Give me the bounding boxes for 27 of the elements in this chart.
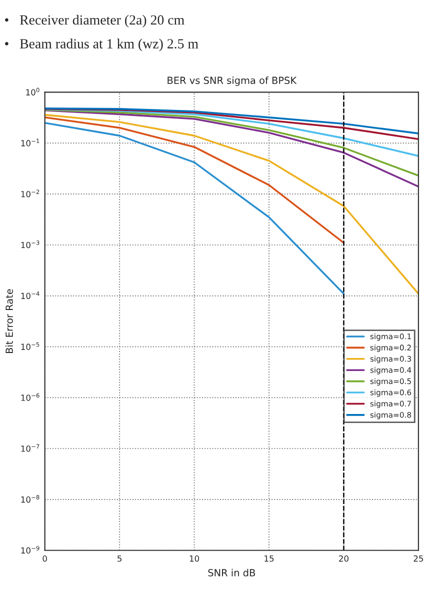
line-series	[44, 108, 418, 157]
text: • Beam radius at 1 km (wz) 2.5 m	[5, 38, 198, 52]
y-tick-label: 10$^{−6}$	[21, 393, 40, 401]
y-tick-label: 10$^{0}$	[26, 88, 40, 96]
y-tick-label: 10$^{−8}$	[21, 495, 40, 503]
x-tick-label: 25	[414, 555, 424, 562]
text: • Receiver diameter (2a) 20 cm	[5, 14, 184, 28]
y-tick-label: 10$^{−5}$	[21, 342, 40, 350]
x-tick-label: 0	[42, 555, 47, 562]
y-tick-label: 10$^{−9}$	[21, 546, 40, 554]
y-tick-label: 10$^{−2}$	[21, 190, 40, 198]
line-series	[44, 114, 418, 295]
chart-title: BER vs SNR sigma of BPSK	[168, 76, 297, 86]
x-tick-label: 10	[190, 555, 200, 562]
x-axis-title: SNR in dB	[208, 568, 255, 576]
line-series	[44, 108, 418, 134]
line-series	[44, 122, 345, 295]
y-tick-label: 10$^{−1}$	[21, 138, 40, 146]
x-tick-label: 15	[264, 555, 274, 562]
x-tick-label: 20	[339, 555, 348, 562]
y-tick-label: 10$^{−3}$	[21, 240, 40, 248]
x-tick-label: 5	[118, 555, 122, 562]
line-series	[44, 116, 345, 244]
y-tick-label: 10$^{−7}$	[21, 444, 40, 452]
y-axis-title: Bit Error Rate	[5, 289, 13, 354]
y-tick-label: 10$^{−4}$	[21, 292, 40, 300]
line-series	[44, 108, 418, 140]
